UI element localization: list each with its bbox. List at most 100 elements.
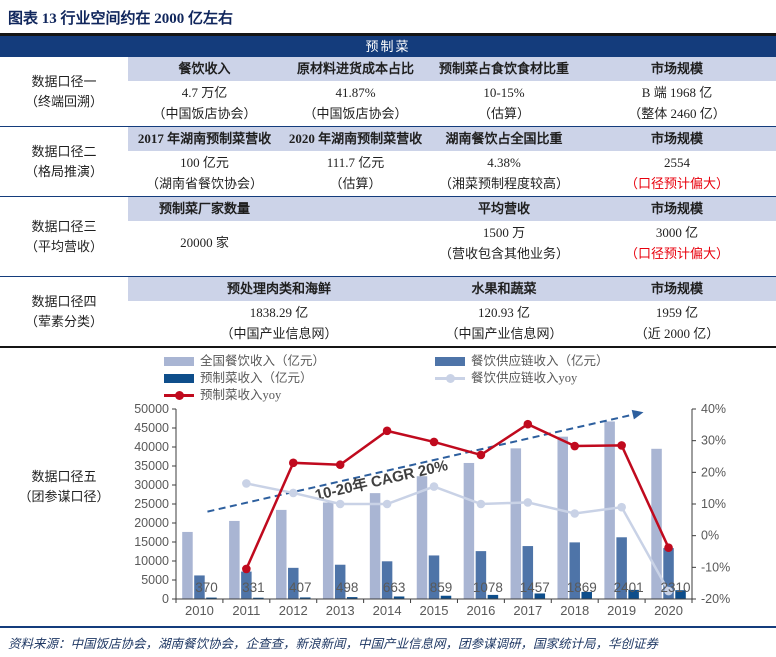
- legend-bar-swatch: [435, 357, 466, 366]
- col-note: [281, 244, 430, 266]
- table-cell: 平均营收 1500 万 （营收包含其他业务）: [430, 197, 578, 276]
- svg-text:2013: 2013: [326, 603, 355, 618]
- table-cell: 市场规模 3000 亿 （口径预计偏大）: [578, 197, 776, 276]
- group-label-line1: 数据口径五: [31, 469, 97, 484]
- legend-label: 预制菜收入（亿元）: [200, 371, 313, 385]
- legend-item: 餐饮供应链收入（亿元）: [435, 354, 609, 369]
- svg-text:10000: 10000: [134, 554, 169, 568]
- col-value: B 端 1968 亿: [641, 85, 713, 100]
- table-cell: 市场规模 B 端 1968 亿 （整体 2460 亿）: [578, 57, 776, 126]
- col-note: （中国饭店协会）: [152, 106, 257, 121]
- legend-bar-swatch: [164, 357, 194, 366]
- col-value: 41.87%: [335, 85, 376, 100]
- col-header: 湖南餐饮占全国比重: [430, 127, 578, 151]
- group-label-line2: （荤素分类）: [24, 313, 103, 329]
- table-cell: 2017 年湖南预制菜营收 100 亿元 （湖南省餐饮协会）: [128, 127, 281, 196]
- col-value: 1838.29 亿: [249, 305, 309, 320]
- col-value: 2554: [664, 155, 690, 170]
- group-label-line2: （平均营收）: [24, 238, 103, 254]
- col-header: 预处理肉类和海鲜: [128, 277, 430, 301]
- table-cell: 市场规模 2554 （口径预计偏大）: [578, 127, 776, 196]
- col-header: 2017 年湖南预制菜营收: [128, 127, 281, 151]
- col-note: （中国产业信息网）: [220, 326, 338, 341]
- svg-text:663: 663: [383, 580, 406, 595]
- svg-text:2011: 2011: [232, 603, 260, 618]
- svg-text:35000: 35000: [134, 459, 169, 473]
- svg-text:-20%: -20%: [701, 592, 730, 606]
- group-label-line1: 数据口径一: [31, 73, 97, 89]
- table-cell: 水果和蔬菜 120.93 亿 （中国产业信息网）: [430, 277, 578, 346]
- legend-label: 预制菜收入yoy: [200, 388, 282, 402]
- svg-text:0: 0: [162, 592, 169, 606]
- table-cell: 湖南餐饮占全国比重 4.38% （湘菜预制程度较高）: [430, 127, 578, 196]
- svg-text:10%: 10%: [701, 497, 726, 511]
- col-value: [281, 221, 430, 244]
- svg-text:0%: 0%: [701, 529, 719, 543]
- svg-text:20000: 20000: [134, 516, 169, 530]
- svg-text:2019: 2019: [607, 603, 636, 618]
- group-label-line2: （团参谋口径）: [18, 489, 110, 504]
- col-note: （中国产业信息网）: [445, 326, 563, 341]
- group-label-line1: 数据口径二: [31, 143, 97, 159]
- col-header: 水果和蔬菜: [430, 277, 578, 301]
- svg-text:2016: 2016: [466, 603, 495, 618]
- svg-text:45000: 45000: [134, 421, 169, 435]
- svg-text:2018: 2018: [560, 603, 589, 618]
- table-cell: 市场规模 1959 亿 （近 2000 亿）: [578, 277, 776, 346]
- col-header: 市场规模: [578, 277, 776, 301]
- col-note: （中国饭店协会）: [303, 106, 408, 121]
- svg-text:2017: 2017: [513, 603, 542, 618]
- svg-text:1457: 1457: [520, 580, 550, 595]
- col-note: （湖南省餐饮协会）: [145, 176, 263, 191]
- table-header-band: 预制菜: [0, 36, 776, 57]
- svg-text:1869: 1869: [567, 580, 597, 595]
- col-note: [128, 254, 281, 276]
- legend-item: 预制菜收入yoy: [164, 388, 325, 403]
- source-note: 资料来源：中国饭店协会，湖南餐饮协会，企查查，新浪新闻，中国产业信息网，团参谋调…: [8, 637, 659, 651]
- col-header: 餐饮收入: [128, 57, 281, 81]
- svg-text:2015: 2015: [420, 603, 449, 618]
- legend-label: 全国餐饮收入（亿元）: [200, 354, 326, 368]
- col-value: 10-15%: [483, 85, 525, 100]
- divider-top: [0, 33, 776, 36]
- col-value: 111.7 亿元: [326, 155, 385, 170]
- svg-text:-10%: -10%: [701, 560, 730, 574]
- col-value: 1500 万: [482, 225, 526, 240]
- table-cell: 餐饮收入 4.7 万亿 （中国饭店协会）: [128, 57, 281, 126]
- svg-text:40%: 40%: [701, 403, 726, 416]
- svg-text:15000: 15000: [134, 535, 169, 549]
- legend-column-right: 餐饮供应链收入（亿元） 餐饮供应链收入yoy: [435, 354, 609, 403]
- legend-item: 全国餐饮收入（亿元）: [164, 354, 325, 369]
- col-note: （估算）: [329, 176, 382, 191]
- col-value: 120.93 亿: [477, 305, 530, 320]
- col-header: 市场规模: [578, 197, 776, 221]
- group-label: 数据口径三 （平均营收）: [0, 197, 128, 276]
- svg-text:2012: 2012: [279, 603, 308, 618]
- svg-text:5000: 5000: [141, 573, 169, 587]
- col-note: （营收包含其他业务）: [438, 246, 569, 261]
- chart-area: 全国餐饮收入（亿元） 预制菜收入（亿元） 预制菜收入yoy 餐饮供应链收入（亿元）餐…: [128, 348, 776, 626]
- svg-text:2010: 2010: [185, 603, 214, 618]
- group-label-line2: （格局推演）: [24, 163, 103, 179]
- col-header: 2020 年湖南预制菜营收: [281, 127, 430, 151]
- group-label: 数据口径五 （团参谋口径）: [0, 348, 128, 626]
- col-note-warning: （口径预计偏大）: [624, 246, 729, 261]
- table-group-1: 数据口径一 （终端回溯） 餐饮收入 4.7 万亿 （中国饭店协会） 原材料进货成…: [0, 57, 776, 126]
- legend-marker-dot: [175, 391, 184, 400]
- group-label-line1: 数据口径四: [31, 293, 97, 309]
- group-label: 数据口径一 （终端回溯）: [0, 57, 128, 126]
- svg-text:2020: 2020: [654, 603, 683, 618]
- col-note-warning: （口径预计偏大）: [624, 176, 729, 191]
- col-note: （湘菜预制程度较高）: [438, 176, 569, 191]
- svg-text:1078: 1078: [473, 580, 503, 595]
- table-cell: 预处理肉类和海鲜 1838.29 亿 （中国产业信息网）: [128, 277, 430, 346]
- table-group-5: 数据口径五 （团参谋口径） 全国餐饮收入（亿元） 预制菜收入（亿元） 预制菜收入yo…: [0, 346, 776, 626]
- table-cell: 预制菜厂家数量 20000 家: [128, 197, 281, 276]
- figure-title: 图表 13 行业空间约在 2000 亿左右: [8, 11, 234, 27]
- svg-text:859: 859: [430, 580, 453, 595]
- col-value: 100 亿元: [180, 155, 229, 170]
- col-header: 预制菜厂家数量: [128, 197, 281, 221]
- table-cell: 预制菜占食饮食材比重 10-15% （估算）: [430, 57, 578, 126]
- svg-text:40000: 40000: [134, 440, 169, 454]
